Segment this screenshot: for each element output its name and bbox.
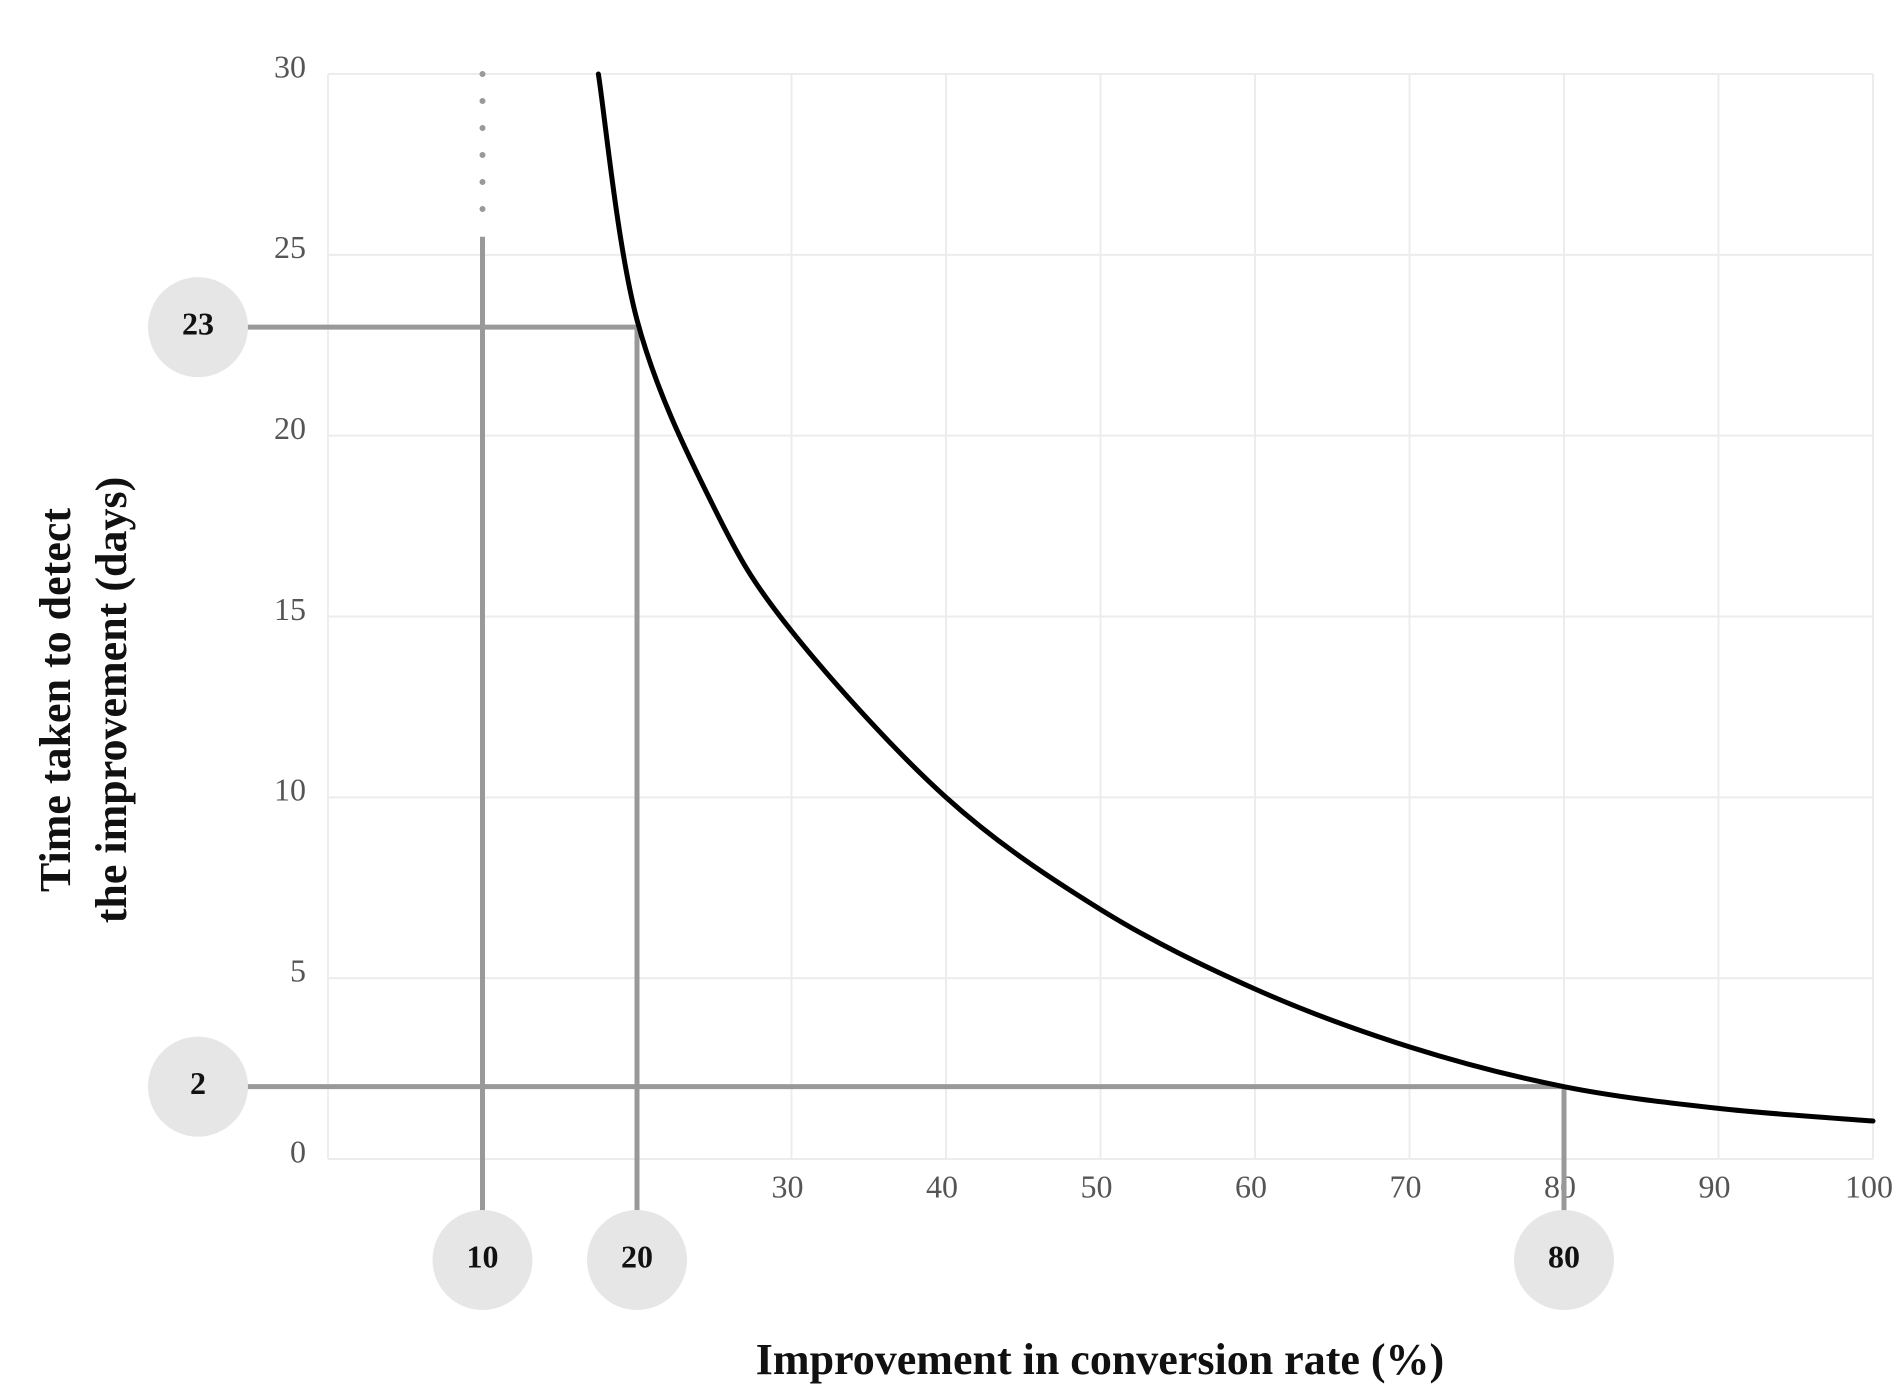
x-tick-label: 70	[1390, 1168, 1422, 1204]
x-tick-label: 80	[1544, 1168, 1576, 1204]
x-badge-label: 10	[467, 1238, 499, 1274]
x-axis-title: Improvement in conversion rate (%)	[756, 1335, 1444, 1384]
y-tick-label: 20	[274, 410, 306, 446]
y-axis-title-line: the improvement (days)	[87, 477, 136, 923]
x-badge	[432, 1210, 533, 1310]
y-badge-label: 2	[190, 1065, 206, 1101]
y-badge	[148, 1036, 248, 1137]
x-tick-label: 90	[1699, 1168, 1731, 1204]
y-tick-label: 10	[274, 772, 306, 808]
y-tick-label: 25	[274, 229, 306, 265]
x-tick-label: 30	[772, 1168, 804, 1204]
x-tick-label: 100	[1845, 1168, 1893, 1204]
y-axis-title-line: Time taken to detect	[31, 508, 80, 892]
x-badge-label: 80	[1548, 1238, 1580, 1274]
curve	[595, 71, 1876, 1124]
y-tick-label: 0	[290, 1133, 306, 1169]
x-tick-label: 50	[1081, 1168, 1113, 1204]
x-badge-label: 20	[621, 1238, 653, 1274]
y-axis-title: Time taken to detect the improvement (da…	[31, 477, 136, 923]
y-badge	[148, 277, 248, 378]
x-tick-label: 60	[1235, 1168, 1267, 1204]
y-tick-label: 30	[274, 48, 306, 84]
x-tick-label: 40	[926, 1168, 958, 1204]
x-badge	[587, 1210, 687, 1310]
y-tick-label: 5	[290, 953, 306, 989]
y-tick-label: 15	[274, 591, 306, 627]
y-badge-label: 23	[182, 306, 214, 342]
x-badge	[1514, 1210, 1614, 1310]
